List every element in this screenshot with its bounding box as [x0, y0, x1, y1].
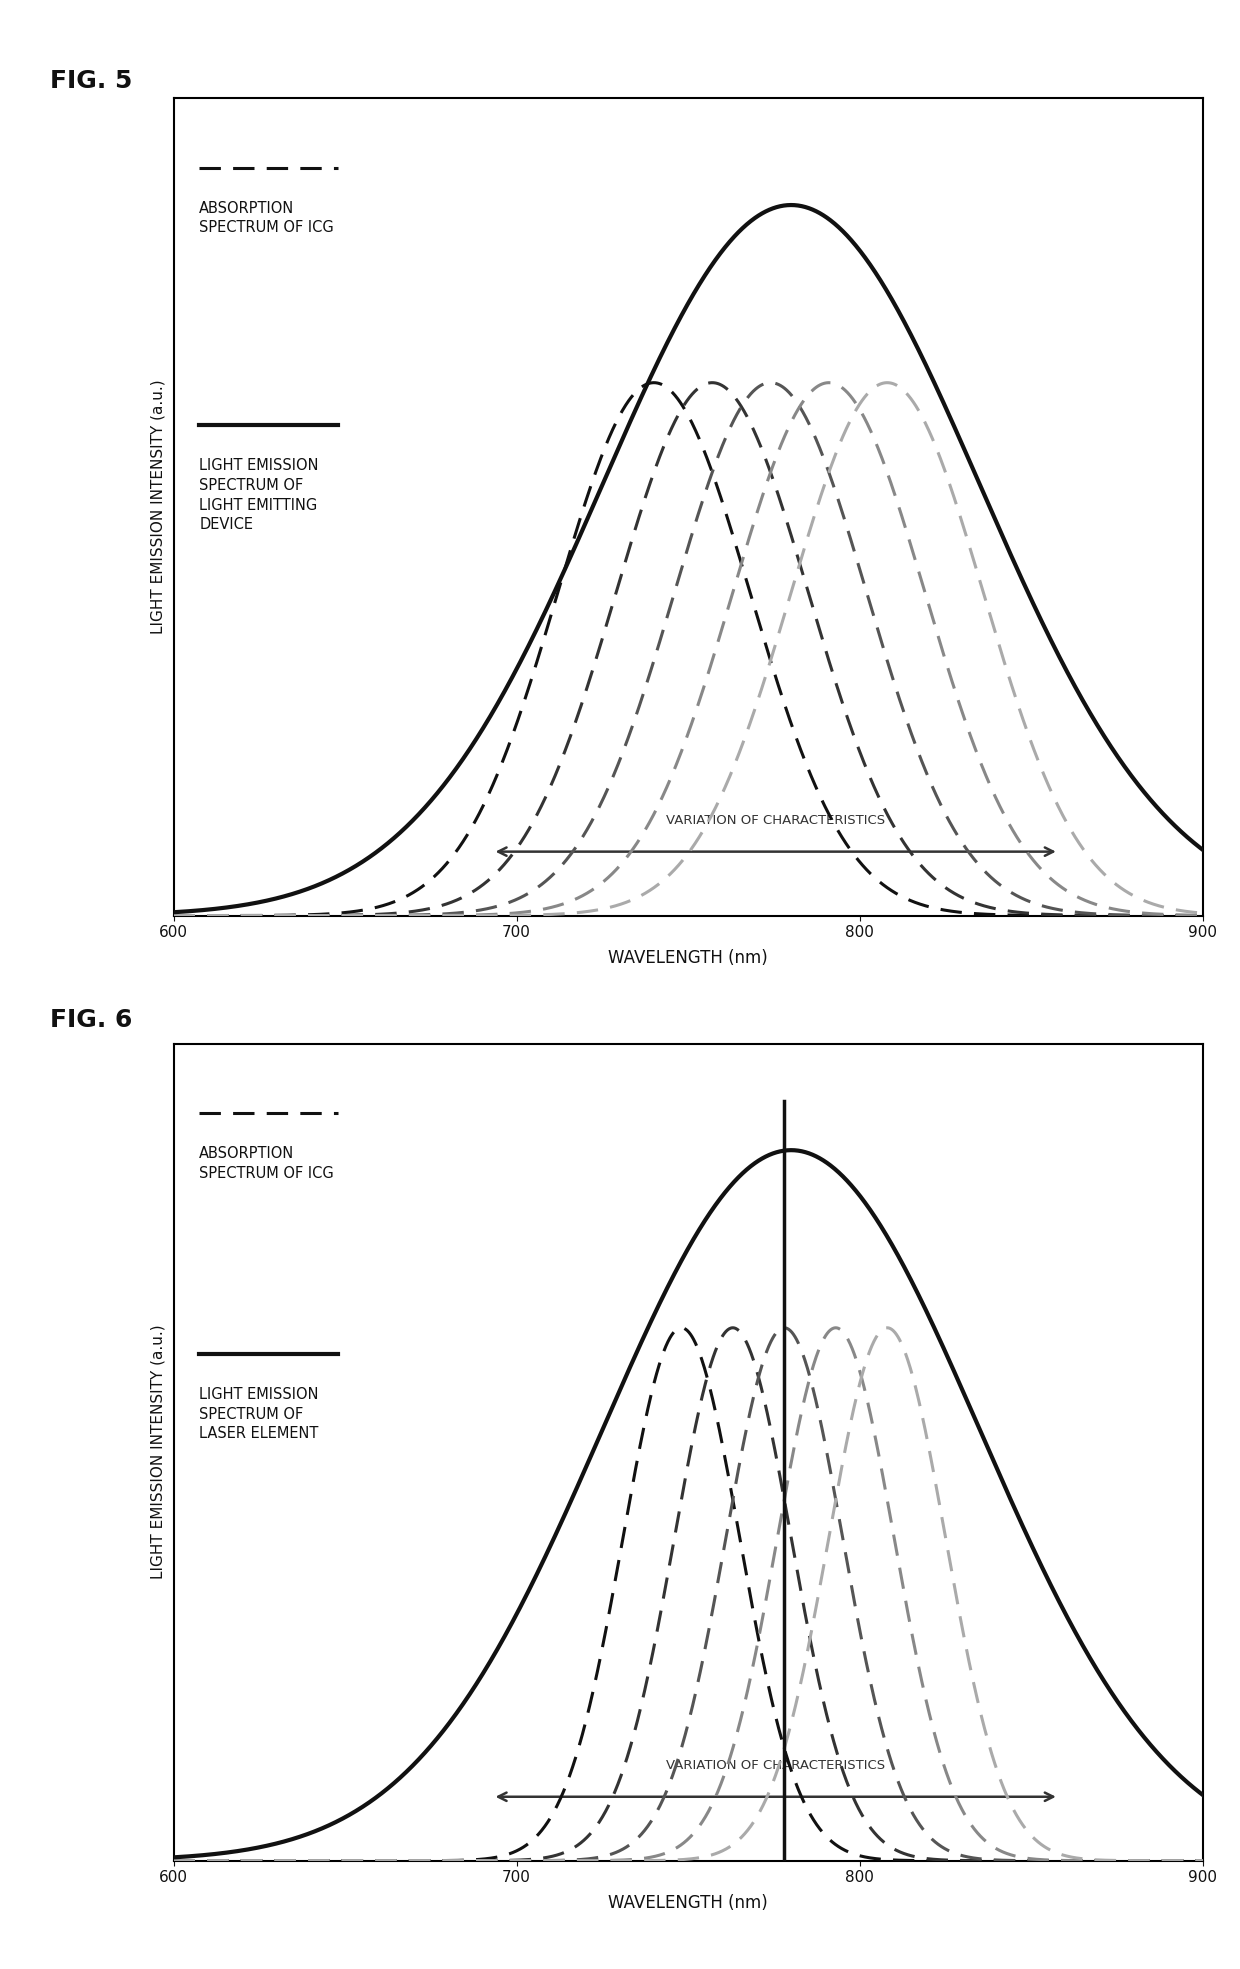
Text: VARIATION OF CHARACTERISTICS: VARIATION OF CHARACTERISTICS: [666, 1758, 885, 1772]
Y-axis label: LIGHT EMISSION INTENSITY (a.u.): LIGHT EMISSION INTENSITY (a.u.): [150, 1325, 165, 1579]
Y-axis label: LIGHT EMISSION INTENSITY (a.u.): LIGHT EMISSION INTENSITY (a.u.): [150, 380, 165, 634]
Text: LIGHT EMISSION
SPECTRUM OF
LIGHT EMITTING
DEVICE: LIGHT EMISSION SPECTRUM OF LIGHT EMITTIN…: [200, 459, 319, 532]
Text: FIG. 5: FIG. 5: [50, 69, 131, 93]
Text: ABSORPTION
SPECTRUM OF ICG: ABSORPTION SPECTRUM OF ICG: [200, 201, 334, 236]
X-axis label: WAVELENGTH (nm): WAVELENGTH (nm): [609, 1894, 768, 1912]
Text: VARIATION OF CHARACTERISTICS: VARIATION OF CHARACTERISTICS: [666, 813, 885, 827]
Text: FIG. 6: FIG. 6: [50, 1008, 131, 1032]
Text: LIGHT EMISSION
SPECTRUM OF
LASER ELEMENT: LIGHT EMISSION SPECTRUM OF LASER ELEMENT: [200, 1386, 319, 1441]
X-axis label: WAVELENGTH (nm): WAVELENGTH (nm): [609, 949, 768, 967]
Text: ABSORPTION
SPECTRUM OF ICG: ABSORPTION SPECTRUM OF ICG: [200, 1146, 334, 1181]
